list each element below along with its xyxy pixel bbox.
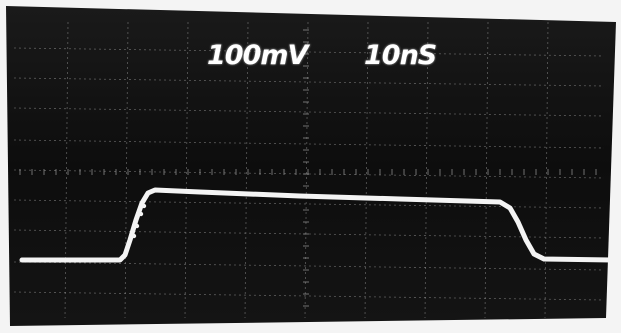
screen-face (6, 6, 616, 326)
graticule-vertical-line (304, 21, 309, 319)
graticule-vertical-line (124, 21, 129, 319)
graticule-horizontal-line (13, 77, 605, 87)
time-per-division-label: 10nS (364, 40, 437, 71)
rising-edge-sample (134, 223, 140, 229)
graticule-vertical-line (364, 21, 369, 319)
graticule-vertical-line (244, 21, 249, 319)
graticule-vertical-line (424, 21, 429, 319)
graticule-horizontal-line (13, 139, 605, 149)
pulse-trace-group (19, 187, 615, 263)
graticule-vertical-line (64, 21, 69, 319)
graticule-grid (13, 21, 605, 319)
rising-edge-sample (141, 203, 147, 209)
pulse-trace (19, 187, 615, 263)
graticule-vertical-line (544, 21, 549, 319)
rising-edge-sample (131, 233, 137, 239)
volts-per-division-label: 100mV (207, 40, 308, 71)
rising-edge-sample (138, 211, 144, 217)
graticule-vertical-line (184, 21, 189, 319)
graticule-horizontal-line (13, 107, 605, 117)
graticule-horizontal-line (13, 291, 605, 301)
graticule-horizontal-line (13, 261, 605, 271)
graticule-horizontal-line (13, 47, 605, 57)
